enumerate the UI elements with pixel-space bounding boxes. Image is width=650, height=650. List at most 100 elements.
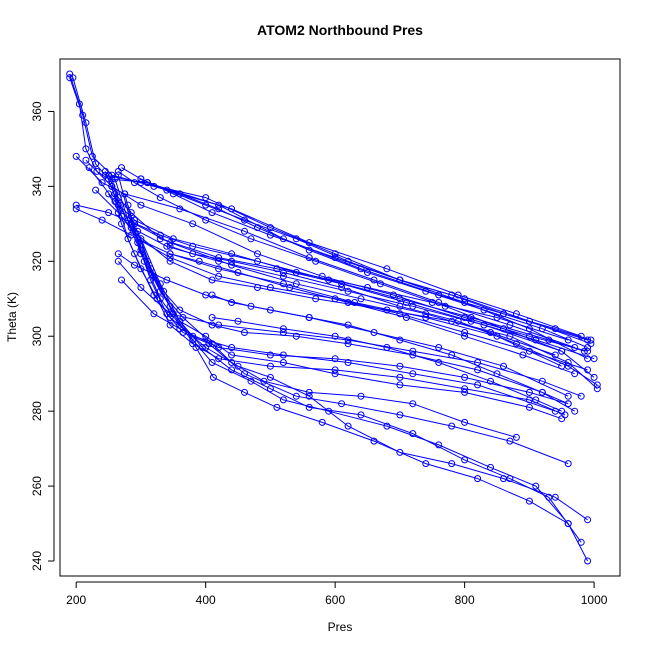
data-point — [493, 332, 501, 340]
data-point — [344, 340, 352, 348]
y-axis: 240 260 280 300 320 340 360 — [30, 101, 55, 571]
data-point — [396, 302, 404, 310]
data-point — [558, 347, 566, 355]
data-point — [137, 284, 145, 291]
series-17 — [114, 257, 585, 400]
y-tick-label: 280 — [30, 401, 44, 421]
x-tick-label: 1000 — [581, 593, 608, 607]
data-point — [202, 194, 210, 202]
data-point — [105, 209, 113, 217]
data-point — [266, 385, 274, 393]
x-axis: 200 400 600 800 1000 — [66, 581, 608, 607]
data-point — [584, 557, 592, 565]
data-point — [461, 332, 469, 340]
data-point — [500, 310, 507, 318]
data-point — [525, 325, 533, 333]
chart-title: ATOM2 Northbound Pres — [257, 22, 423, 38]
data-point — [131, 179, 138, 187]
data-point — [254, 257, 261, 265]
data-point — [137, 235, 145, 243]
series-line — [212, 317, 562, 412]
data-point — [396, 336, 404, 344]
data-point — [344, 321, 352, 329]
data-point — [474, 475, 482, 483]
data-point — [370, 437, 378, 445]
data-point — [85, 164, 93, 172]
data-point — [312, 257, 320, 265]
data-point — [118, 276, 125, 284]
data-point — [584, 516, 592, 524]
data-point — [111, 190, 119, 198]
data-point — [266, 373, 274, 381]
data-point — [584, 347, 592, 355]
data-point — [370, 329, 378, 336]
data-point — [254, 224, 261, 232]
data-point — [166, 254, 174, 262]
data-point — [72, 201, 80, 209]
data-point — [474, 381, 482, 389]
data-point — [215, 205, 223, 213]
data-point — [448, 291, 456, 299]
data-point — [364, 269, 371, 276]
data-point — [208, 359, 216, 366]
data-point — [127, 220, 135, 228]
data-point — [538, 377, 546, 385]
data-point — [234, 362, 242, 370]
data-point — [519, 351, 527, 359]
data-point — [500, 362, 507, 370]
data-point — [564, 336, 572, 344]
y-axis-label: Theta (K) — [5, 292, 19, 342]
data-point — [474, 366, 482, 374]
data-point — [344, 422, 352, 430]
data-point — [166, 239, 174, 247]
y-tick-label: 260 — [30, 476, 44, 496]
series-line — [140, 238, 582, 543]
data-point — [208, 276, 216, 284]
x-tick-label: 600 — [325, 593, 345, 607]
data-point — [461, 456, 469, 464]
data-point — [357, 295, 365, 303]
data-point — [435, 344, 443, 351]
data-point — [66, 74, 74, 82]
data-point — [108, 182, 116, 190]
plot-frame — [59, 58, 621, 577]
data-point — [461, 373, 469, 381]
data-point — [538, 325, 546, 333]
data-point — [564, 520, 572, 528]
data-point — [487, 377, 494, 385]
data-point — [525, 388, 533, 396]
data-point — [532, 396, 540, 404]
data-point — [98, 179, 106, 187]
data-point — [409, 400, 417, 408]
data-point — [305, 392, 313, 400]
data-point — [584, 344, 592, 351]
data-point — [525, 403, 533, 411]
data-point — [124, 235, 132, 243]
data-point — [292, 392, 300, 400]
data-point — [409, 430, 417, 438]
data-point — [396, 381, 404, 389]
data-point — [383, 265, 391, 273]
data-point — [72, 205, 80, 213]
data-point — [551, 325, 559, 333]
data-point — [584, 355, 592, 363]
data-point — [254, 250, 261, 258]
data-point — [435, 359, 443, 366]
data-point — [422, 314, 430, 321]
data-point — [228, 257, 236, 265]
data-point — [305, 403, 313, 411]
data-point — [564, 362, 572, 370]
data-point — [88, 152, 96, 160]
data-point — [577, 392, 585, 400]
data-point — [114, 250, 122, 258]
data-point — [266, 351, 274, 359]
data-point — [166, 321, 174, 329]
series-line — [124, 193, 569, 465]
data-point — [480, 321, 488, 329]
data-point — [279, 272, 287, 280]
data-point — [72, 152, 80, 160]
data-point — [279, 351, 287, 359]
data-point — [124, 201, 132, 209]
data-point — [228, 351, 236, 359]
data-point — [577, 538, 585, 546]
